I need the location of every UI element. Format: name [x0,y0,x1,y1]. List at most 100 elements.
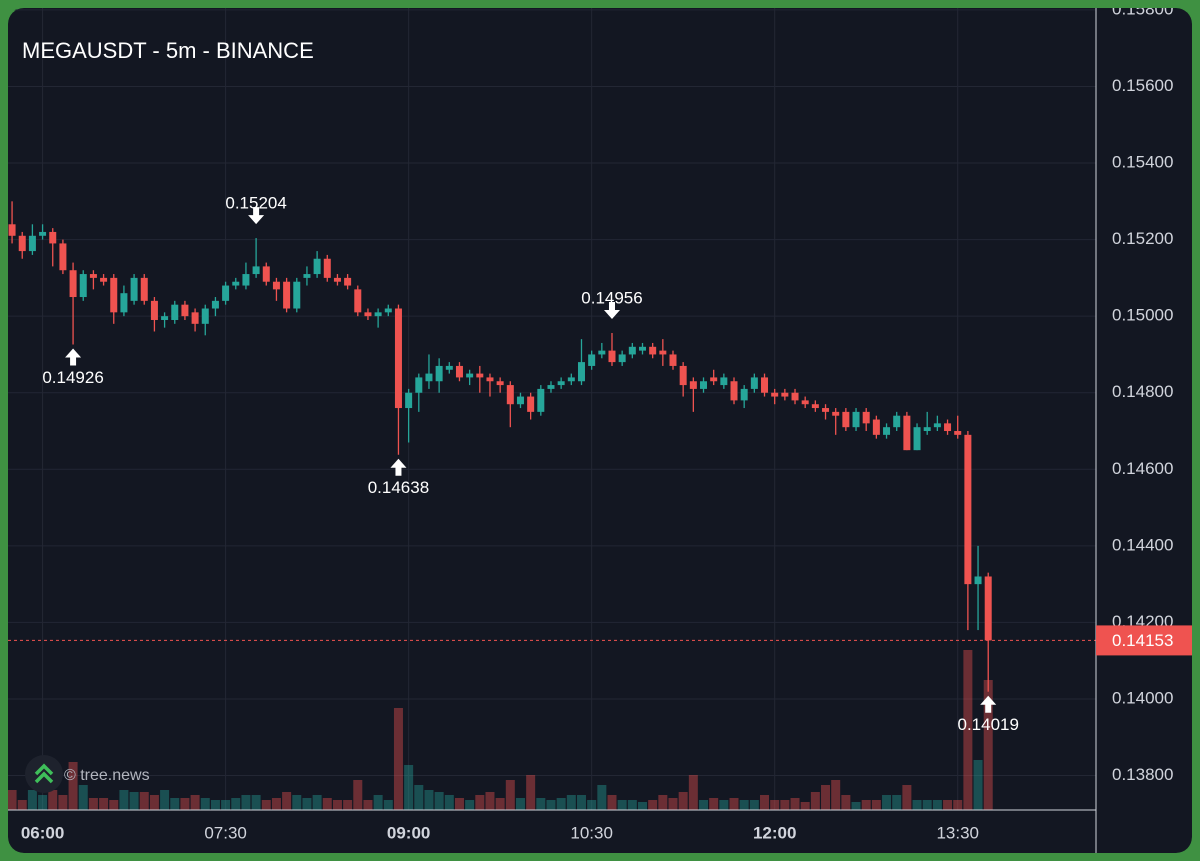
volume-bar [139,792,149,810]
volume-bar [943,800,953,810]
annotation-label: 0.14926 [42,368,103,387]
volume-bar [444,795,454,810]
candle-body [750,377,758,389]
candle-body [201,308,209,324]
volume-bar [180,798,190,810]
candle-body [130,277,138,301]
volume-bar [322,798,332,810]
volume-bar [404,765,414,810]
volume-bar [78,785,88,810]
y-tick-label: 0.13800 [1112,765,1173,784]
candle-body [405,392,413,409]
volume-bar [556,798,566,810]
candle-body [649,346,657,355]
candle-body [913,427,921,451]
volume-bar [892,795,902,810]
volume-bar [871,800,881,810]
candle-body [8,224,16,236]
candle-body [720,377,728,386]
volume-bar [8,790,17,810]
candle-body [496,381,504,386]
candle-body [415,377,423,393]
candle-body [598,350,606,355]
candle-body [984,576,992,641]
candle-body [577,362,585,382]
volume-bar [729,798,739,810]
annotation-arrow [65,348,82,366]
volume-bar [810,792,820,810]
volume-bar [719,800,729,810]
candle-body [445,365,453,370]
volume-bar [241,795,251,810]
candle-body [120,293,128,313]
annotation-label: 0.14019 [957,715,1018,734]
candle-body [761,377,769,393]
x-tick-label: 09:00 [387,823,430,842]
candle-body [333,277,341,282]
x-tick-label: 06:00 [21,823,64,842]
volume-bar [343,800,353,810]
candle-body [191,312,199,324]
volume-bar [983,680,993,810]
candle-body [303,274,311,278]
candle-body [313,258,321,275]
x-tick-label: 07:30 [204,823,247,842]
candle-body [771,392,779,397]
candle-body [161,316,169,320]
volume-bar [760,795,770,810]
volume-bar [821,785,831,810]
candle-body [476,373,484,378]
x-tick-label: 13:30 [936,823,979,842]
volume-bar [932,800,942,810]
candle-body [659,350,667,355]
volume-bar [739,800,749,810]
candle-body [527,396,535,412]
candle-body [293,281,301,309]
candle-body [110,277,118,313]
candle-body [689,381,697,389]
candle-body [283,281,291,309]
annotation-arrow [603,302,620,320]
candle-body [964,434,972,585]
volume-bar [688,775,698,810]
annotation-label: 0.14638 [368,478,429,497]
volume-bar [536,798,546,810]
volume-bar [505,780,515,810]
volume-bar [607,795,617,810]
candle-body [832,411,840,416]
volume-bar [851,802,861,810]
volume-bar [48,790,58,810]
volume-bar [648,800,658,810]
volume-bar [658,795,668,810]
volume-bar [800,802,810,810]
volume-bar [841,795,851,810]
candle-body [669,354,677,366]
volume-bar [475,795,485,810]
candle-body [893,415,901,428]
volume-bar [861,800,871,810]
candle-body [100,277,108,282]
volume-bar [576,795,586,810]
volume-bar [332,800,342,810]
volume-bar [424,790,434,810]
candle-body [781,392,789,397]
candle-body [557,381,565,386]
candle-body [89,274,97,278]
candle-body [242,274,250,286]
candle-body [588,354,596,366]
candle-body [486,377,494,382]
volume-bar [749,800,759,810]
volume-bar [58,795,68,810]
candle-body [628,346,636,355]
volume-bar [363,800,373,810]
candle-body [872,419,880,435]
volume-bar [485,792,495,810]
candle-body [740,388,748,401]
volume-bar [231,798,241,810]
x-tick-label: 12:00 [753,823,796,842]
candle-body [883,427,891,435]
volume-bar [190,795,200,810]
volume-bar [627,800,637,810]
candle-body [272,281,280,290]
volume-bar [454,798,464,810]
